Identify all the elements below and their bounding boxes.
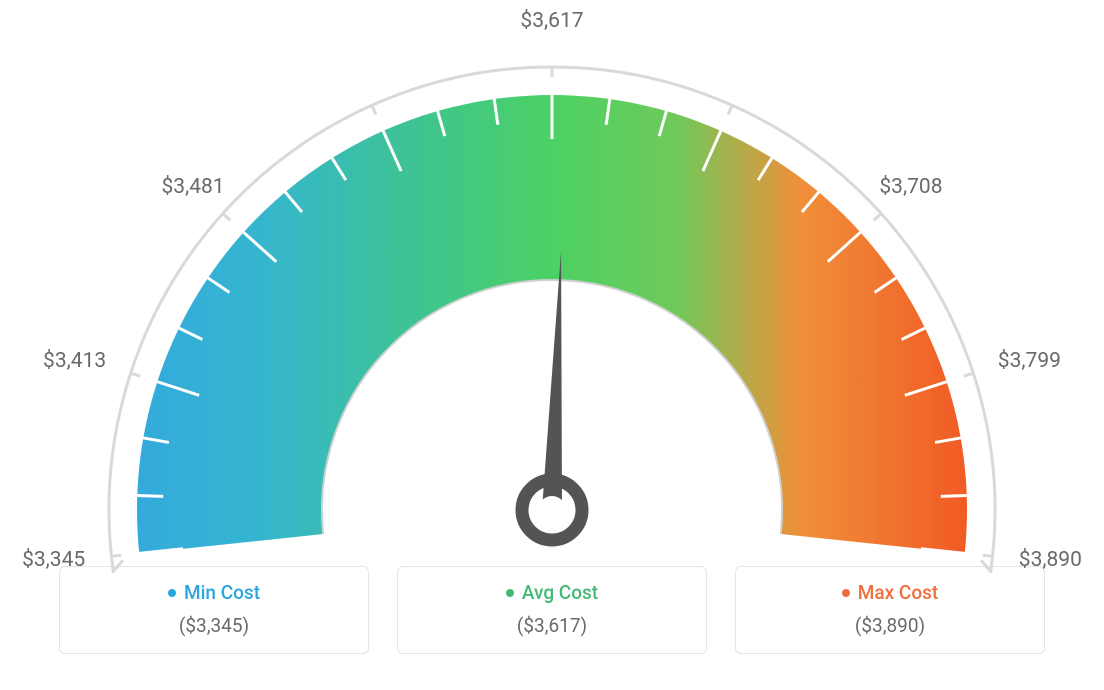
legend-min-value: ($3,345) <box>78 614 350 637</box>
gauge-tick-label: $3,413 <box>43 349 106 373</box>
legend-max-value: ($3,890) <box>754 614 1026 637</box>
gauge-tick-label: $3,799 <box>998 349 1061 373</box>
gauge-tick-label: $3,890 <box>1019 548 1082 572</box>
gauge-tick-label: $3,617 <box>520 9 583 33</box>
gauge-svg <box>52 30 1052 590</box>
gauge-tick-label: $3,481 <box>161 175 224 199</box>
gauge-tick-label: $3,345 <box>22 548 85 572</box>
gauge-chart: $3,345$3,413$3,481$3,617$3,708$3,799$3,8… <box>0 0 1104 560</box>
gauge-tick-label: $3,708 <box>879 175 942 199</box>
legend-avg-value: ($3,617) <box>416 614 688 637</box>
